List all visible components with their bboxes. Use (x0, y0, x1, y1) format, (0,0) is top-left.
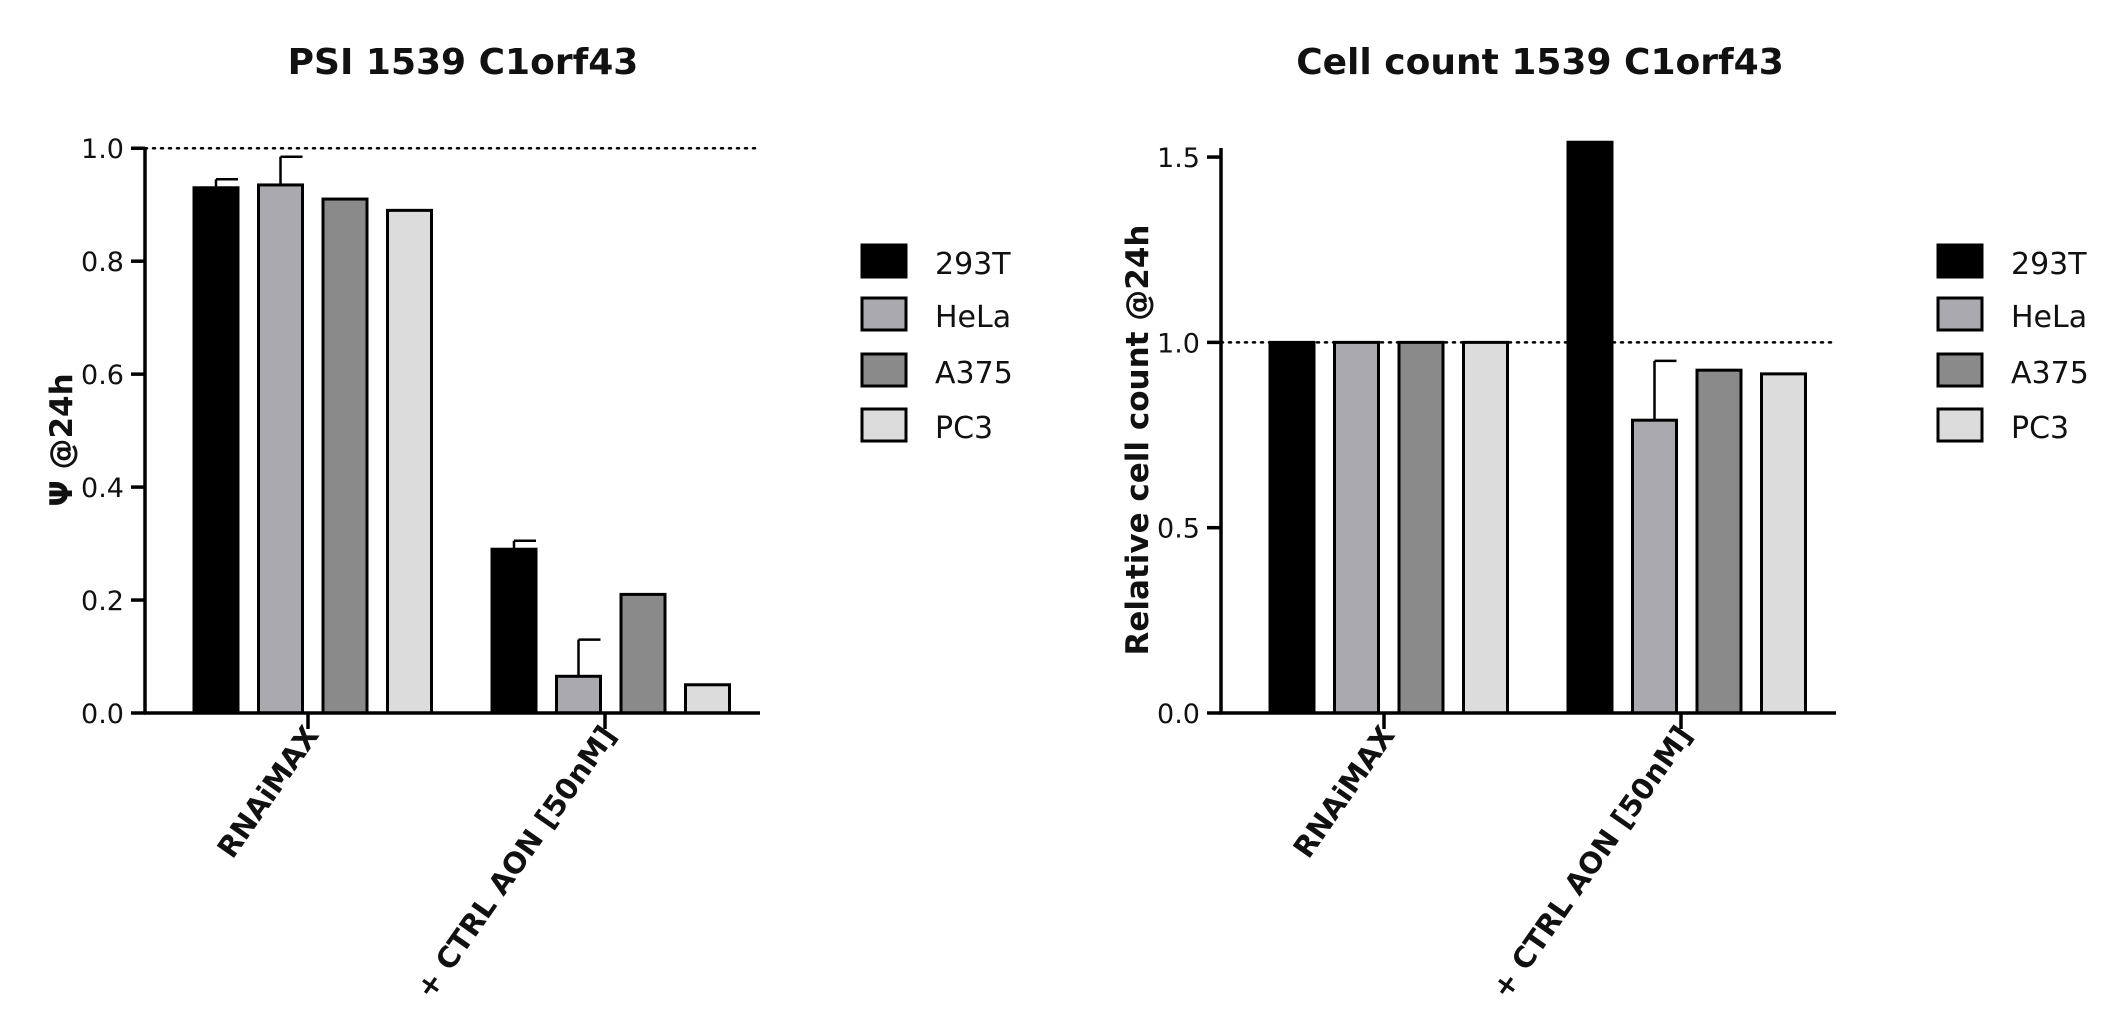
legend-label-PC3: PC3 (935, 411, 993, 446)
y-tick-label: 0.8 (81, 247, 124, 278)
legend-swatch-A375 (860, 352, 908, 388)
bar-PC3-1 (1760, 372, 1807, 715)
bar-A375-1 (1695, 368, 1743, 715)
legend-swatch-PC3 (1936, 407, 1984, 443)
bar-PC3-0 (1462, 340, 1509, 715)
y-tick-label: 1.0 (1157, 328, 1200, 359)
error-bar-293T-1 (512, 539, 536, 550)
error-bar-HeLa-1 (1653, 359, 1677, 421)
error-bar-293T-0 (214, 178, 238, 188)
bar-HeLa-0 (1333, 340, 1380, 715)
legend: 293T HeLa A375 PC3 (1936, 243, 2089, 446)
y-tick-label: 0.2 (81, 586, 124, 617)
legend-label-HeLa: HeLa (2011, 300, 2087, 335)
legend-label-PC3: PC3 (2011, 411, 2069, 446)
bar-PC3-1 (684, 683, 731, 715)
bar-PC3-0 (386, 208, 433, 715)
chart-title: PSI 1539 C1orf43 (288, 42, 639, 83)
bar-A375-1 (619, 592, 667, 715)
legend-label-293T: 293T (935, 247, 1011, 282)
chart-cell-count: Cell count 1539 C1orf43 Relative cell co… (1120, 42, 2089, 1005)
legend-swatch-293T (1936, 243, 1984, 279)
y-tick-label: 1.5 (1157, 143, 1200, 174)
legend-label-A375: A375 (2011, 356, 2089, 391)
y-tick-label: 0.6 (81, 360, 124, 391)
bar-293T-1 (1566, 140, 1614, 715)
chart-title: Cell count 1539 C1orf43 (1296, 42, 1784, 83)
bar-A375-0 (321, 197, 369, 715)
legend-label-A375: A375 (935, 356, 1013, 391)
y-tick-label: 0.0 (1157, 699, 1200, 730)
bar-293T-1 (490, 547, 538, 715)
bar-HeLa-1 (555, 674, 602, 715)
bar-A375-0 (1397, 340, 1445, 715)
legend-swatch-HeLa (1936, 296, 1984, 332)
y-axis-label: Relative cell count @24h (1120, 225, 1156, 656)
y-tick-label: 0.5 (1157, 514, 1200, 545)
chart-psi: PSI 1539 C1orf43 Ψ @24h RNAiMAX + CTRL A… (44, 42, 1013, 1005)
category-label-1: + CTRL AON [50nM] (409, 720, 623, 1005)
legend-label-HeLa: HeLa (935, 300, 1011, 335)
error-bar-HeLa-1 (577, 638, 601, 677)
error-bar-HeLa-0 (279, 155, 303, 185)
legend-swatch-293T (860, 243, 908, 279)
legend: 293T HeLa A375 PC3 (860, 243, 1013, 446)
y-tick-label: 0.4 (81, 473, 124, 504)
bar-293T-0 (192, 186, 240, 715)
bar-HeLa-0 (257, 183, 304, 715)
legend-label-293T: 293T (2011, 247, 2087, 282)
category-label-0: RNAiMAX (1286, 720, 1401, 865)
y-tick-label: 0.0 (81, 699, 124, 730)
y-axis-label: Ψ @24h (44, 373, 80, 506)
category-label-0: RNAiMAX (210, 720, 325, 865)
legend-swatch-PC3 (860, 407, 908, 443)
legend-swatch-HeLa (860, 296, 908, 332)
bar-293T-0 (1268, 340, 1316, 715)
legend-swatch-A375 (1936, 352, 1984, 388)
category-label-1: + CTRL AON [50nM] (1485, 720, 1699, 1005)
bar-HeLa-1 (1631, 418, 1678, 715)
y-tick-label: 1.0 (81, 134, 124, 165)
